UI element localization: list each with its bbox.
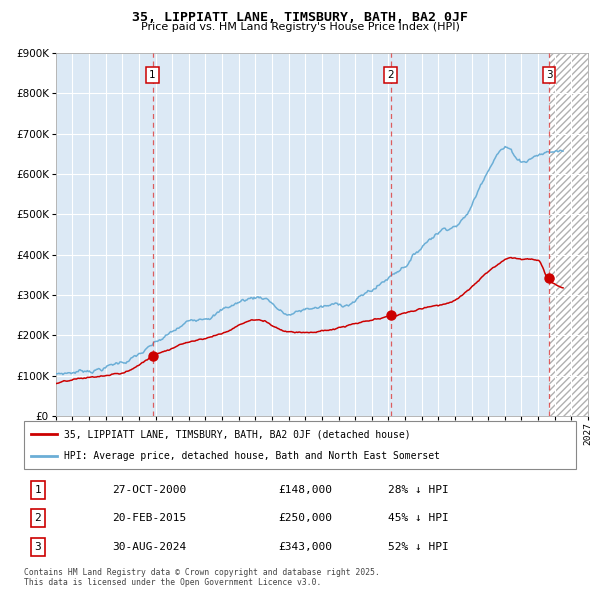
Text: 1: 1 [149,70,156,80]
Text: Contains HM Land Registry data © Crown copyright and database right 2025.
This d: Contains HM Land Registry data © Crown c… [24,568,380,587]
Text: 1: 1 [34,486,41,495]
Text: 52% ↓ HPI: 52% ↓ HPI [388,542,449,552]
Text: 3: 3 [546,70,553,80]
Text: 35, LIPPIATT LANE, TIMSBURY, BATH, BA2 0JF: 35, LIPPIATT LANE, TIMSBURY, BATH, BA2 0… [132,11,468,24]
Text: 2: 2 [34,513,41,523]
Text: 20-FEB-2015: 20-FEB-2015 [112,513,187,523]
FancyBboxPatch shape [24,421,576,469]
Text: £148,000: £148,000 [278,486,332,495]
Text: 35, LIPPIATT LANE, TIMSBURY, BATH, BA2 0JF (detached house): 35, LIPPIATT LANE, TIMSBURY, BATH, BA2 0… [64,429,410,439]
Bar [56,53,549,416]
Text: 45% ↓ HPI: 45% ↓ HPI [388,513,449,523]
Text: £250,000: £250,000 [278,513,332,523]
Text: Price paid vs. HM Land Registry's House Price Index (HPI): Price paid vs. HM Land Registry's House … [140,22,460,32]
Text: HPI: Average price, detached house, Bath and North East Somerset: HPI: Average price, detached house, Bath… [64,451,440,461]
Text: 28% ↓ HPI: 28% ↓ HPI [388,486,449,495]
Text: 30-AUG-2024: 30-AUG-2024 [112,542,187,552]
Text: 27-OCT-2000: 27-OCT-2000 [112,486,187,495]
Text: 2: 2 [387,70,394,80]
Bar [549,53,588,416]
Text: £343,000: £343,000 [278,542,332,552]
Text: 3: 3 [34,542,41,552]
